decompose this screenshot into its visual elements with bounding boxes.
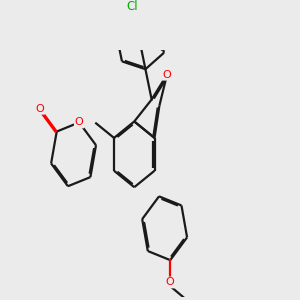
Text: Cl: Cl — [127, 0, 138, 13]
Text: O: O — [75, 117, 83, 128]
Text: O: O — [35, 104, 44, 114]
Text: O: O — [166, 278, 175, 287]
Text: O: O — [163, 70, 171, 80]
